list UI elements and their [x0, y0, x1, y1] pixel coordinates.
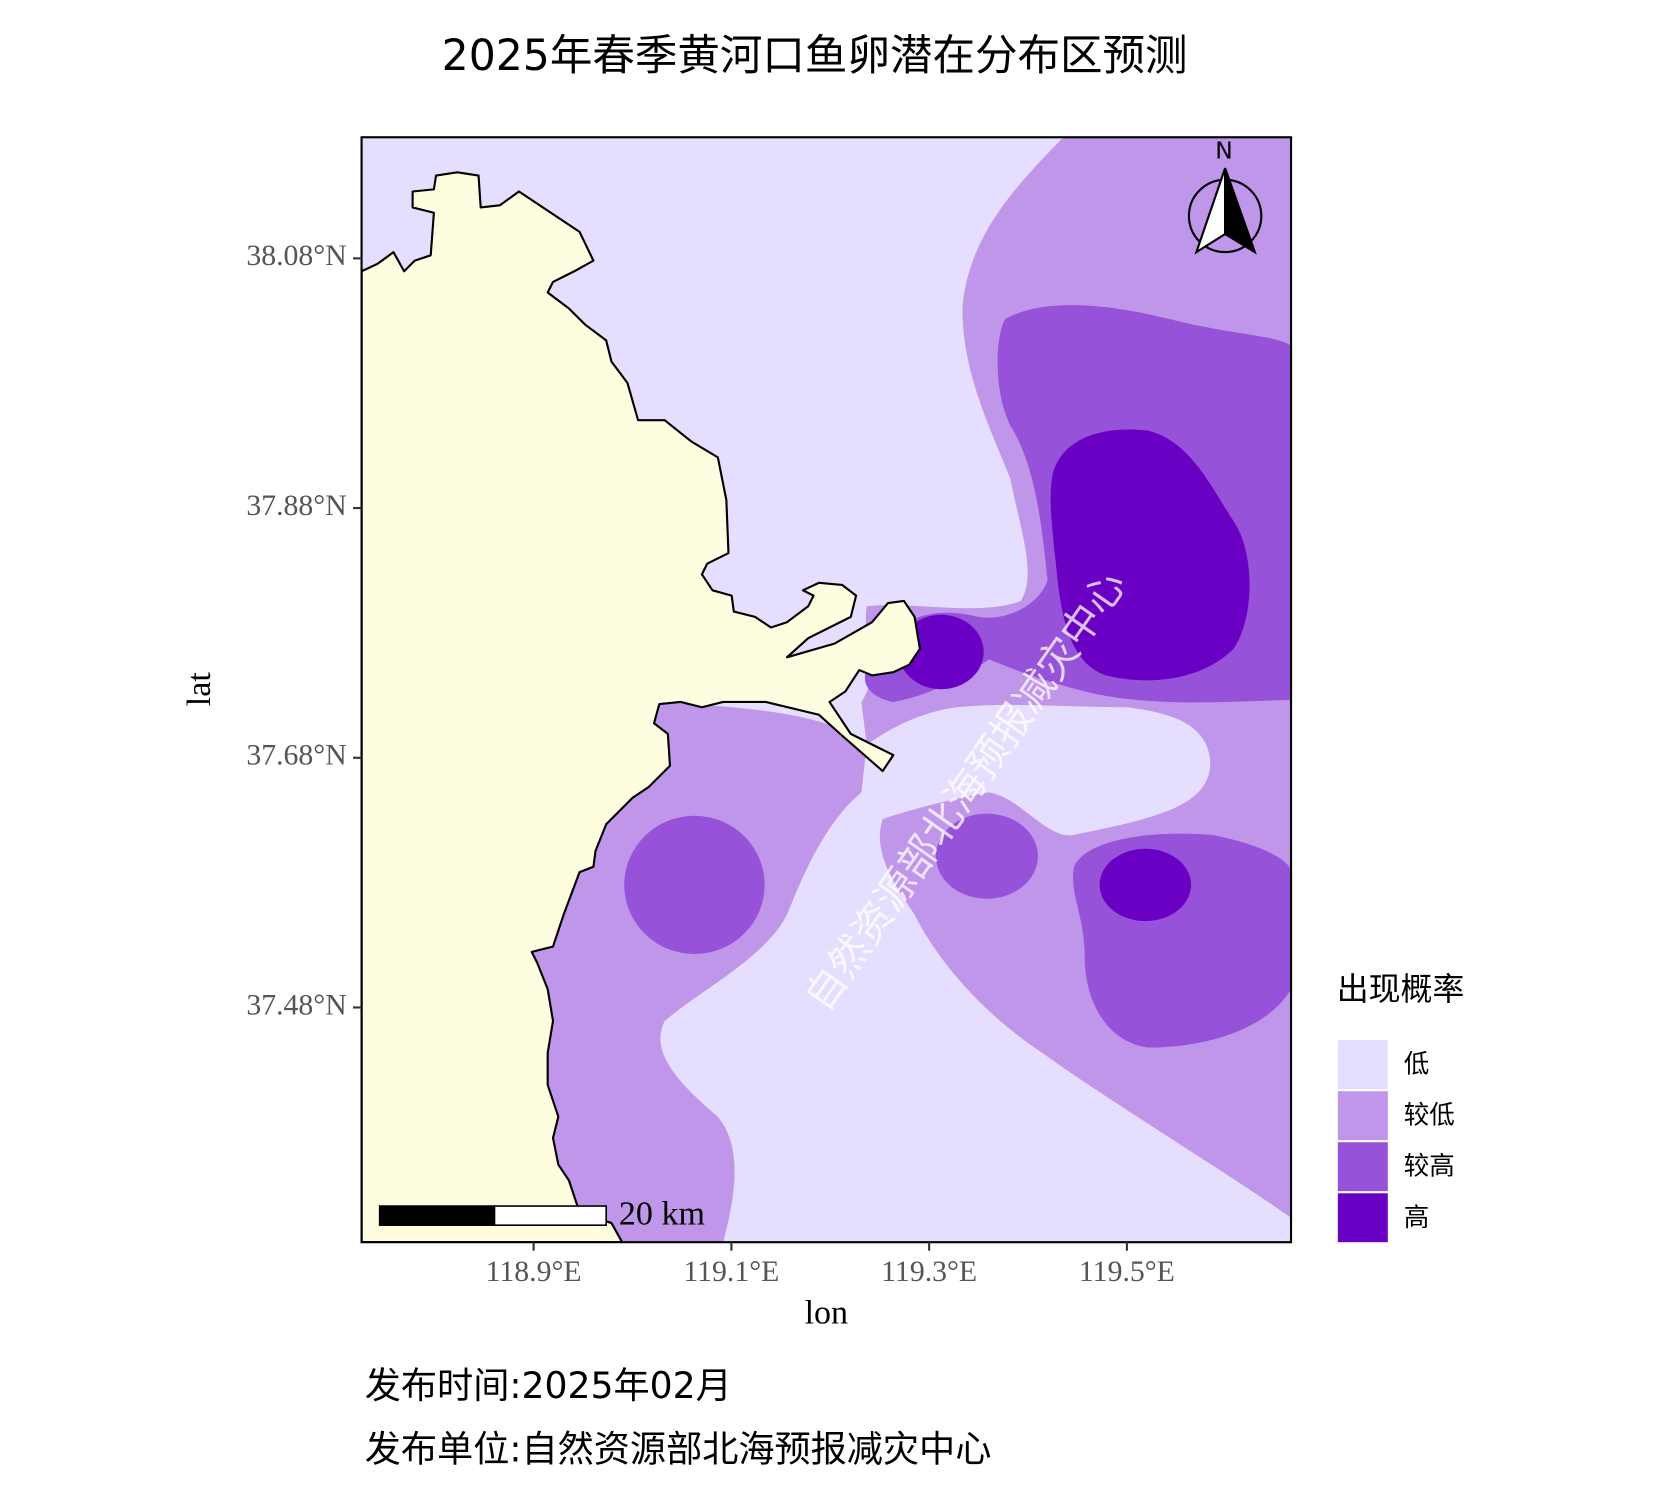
- legend-label: 高: [1404, 1203, 1430, 1233]
- release-time: 发布时间:2025年02月: [365, 1364, 732, 1407]
- y-tick-label: 37.68°N: [246, 739, 346, 772]
- y-tick-label: 37.88°N: [246, 489, 346, 522]
- north-label: N: [1215, 137, 1233, 165]
- scale-bar: [378, 1205, 607, 1226]
- region-higher: [935, 813, 1038, 899]
- legend-swatch: [1337, 1091, 1388, 1141]
- region-higher: [624, 815, 765, 955]
- publisher: 发布单位:自然资源部北海预报减灾中心: [365, 1428, 992, 1471]
- north-arrow: [1187, 167, 1263, 255]
- legend-label: 较低: [1404, 1101, 1455, 1131]
- x-tick-label: 118.9°E: [486, 1255, 582, 1288]
- region-high: [898, 614, 984, 690]
- legend-label: 低: [1404, 1050, 1430, 1080]
- y-axis-title: lat: [181, 672, 218, 707]
- probability-surface: 自然资源部北海预报减灾中心 N 20 km: [361, 137, 1292, 1243]
- legend-swatch: [1337, 1193, 1388, 1243]
- legend-swatch: [1337, 1040, 1388, 1090]
- x-axis-title: lon: [805, 1294, 848, 1331]
- x-tick-label: 119.3°E: [881, 1255, 977, 1288]
- y-tick-label: 38.08°N: [246, 239, 346, 272]
- land: [361, 171, 921, 1243]
- legend-title: 出现概率: [1337, 970, 1465, 1008]
- region-lower: [531, 701, 867, 1243]
- region-high: [1099, 848, 1192, 922]
- axes: 118.9°E 119.1°E 119.3°E 119.5°E 37.48°N 37.68…: [246, 239, 1175, 1288]
- x-tick-label: 119.1°E: [683, 1255, 779, 1288]
- y-tick-label: 37.48°N: [246, 988, 346, 1021]
- map-title: 2025年春季黄河口鱼卵潜在分布区预测: [442, 32, 1188, 81]
- region-high: [1050, 429, 1250, 681]
- scale-bar-label: 20 km: [619, 1195, 705, 1232]
- legend-swatch: [1337, 1142, 1388, 1192]
- plot-frame: [360, 136, 1293, 1244]
- x-tick-label: 119.5°E: [1079, 1255, 1175, 1288]
- legend-label: 较高: [1404, 1152, 1455, 1182]
